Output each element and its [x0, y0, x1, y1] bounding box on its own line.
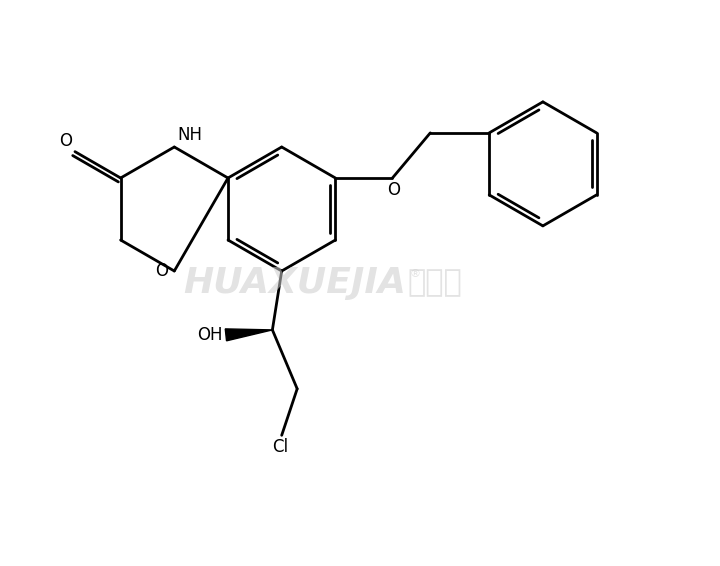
Text: HUAXUEJIA: HUAXUEJIA	[184, 266, 406, 300]
Text: ®: ®	[410, 269, 420, 279]
Text: O: O	[59, 132, 72, 149]
Text: O: O	[156, 262, 168, 280]
Text: O: O	[387, 181, 400, 199]
Text: NH: NH	[177, 126, 202, 144]
Text: OH: OH	[197, 326, 223, 344]
Text: 化学加: 化学加	[408, 268, 462, 298]
Text: Cl: Cl	[271, 438, 288, 456]
Polygon shape	[225, 329, 272, 341]
